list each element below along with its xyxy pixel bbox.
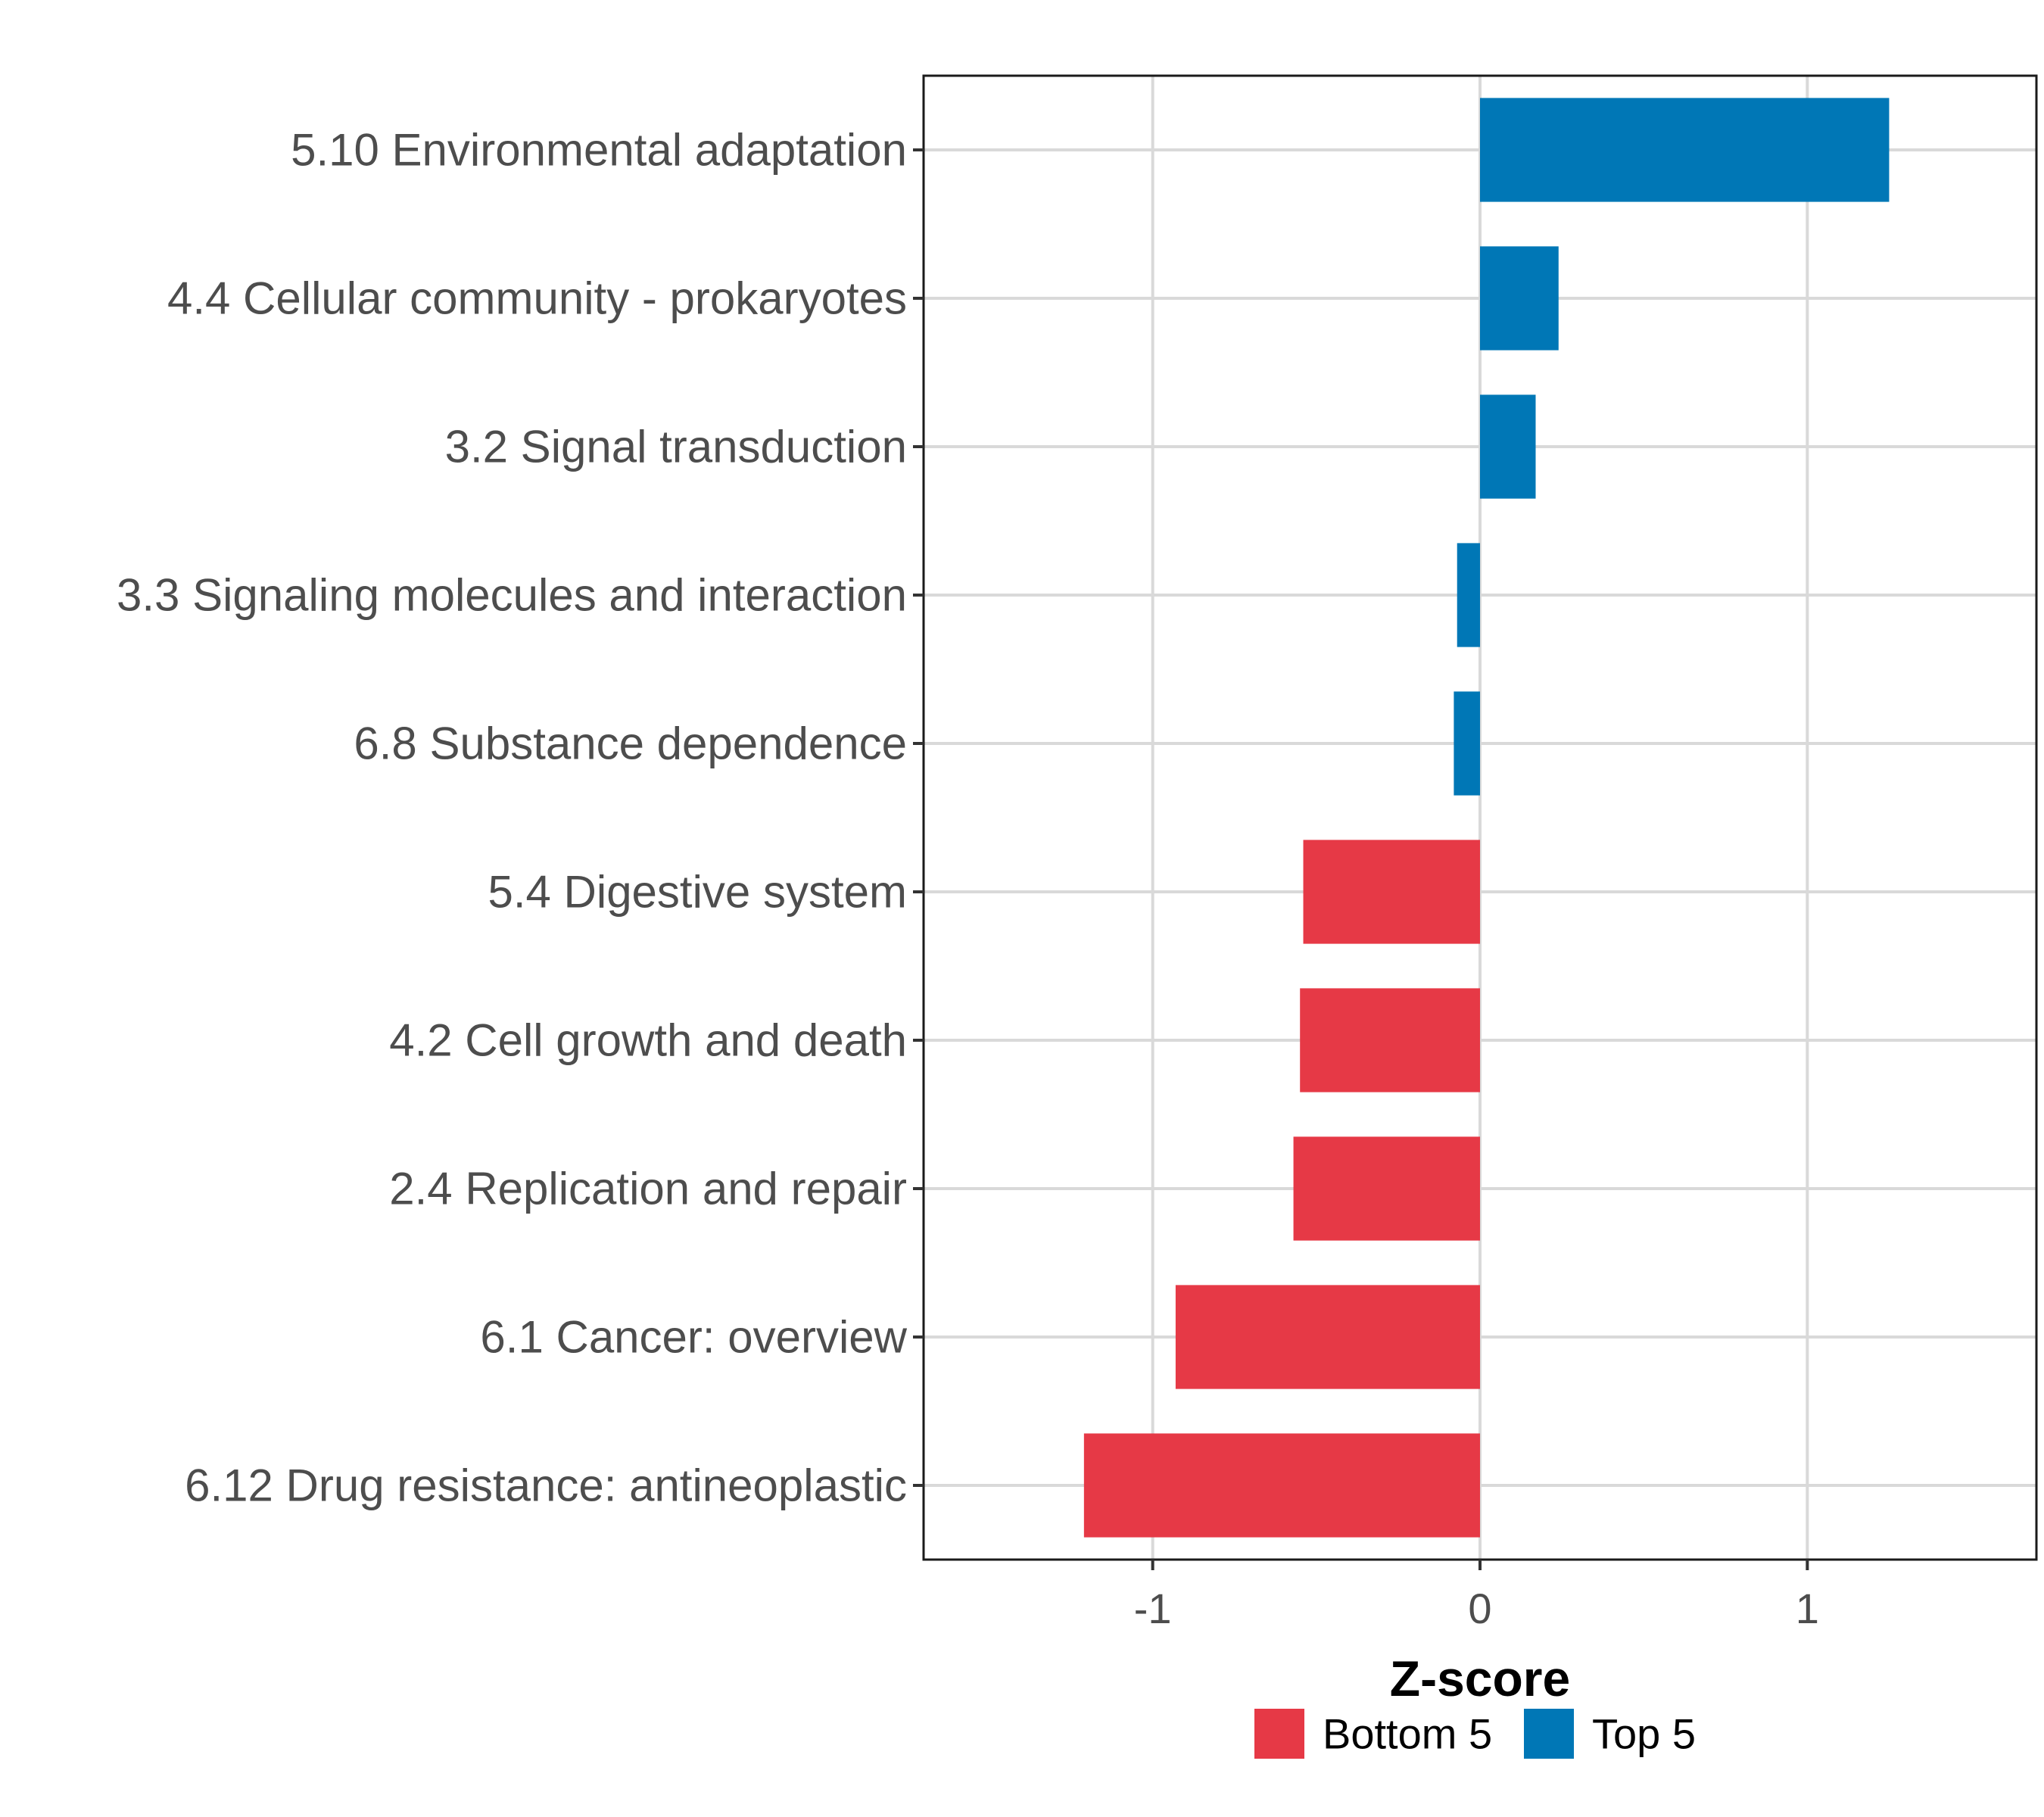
x-tick-label: 1	[1796, 1585, 1819, 1632]
y-tick-label: 5.4 Digestive system	[488, 867, 907, 918]
y-tick-label: 3.2 Signal transduction	[445, 422, 907, 472]
x-tick-label: -1	[1134, 1585, 1172, 1632]
y-tick-label: 6.12 Drug resistance: antineoplastic	[185, 1460, 907, 1511]
bar	[1293, 1136, 1480, 1241]
y-tick-label: 4.4 Cellular community - prokaryotes	[167, 273, 907, 324]
legend-key	[1524, 1709, 1574, 1759]
y-tick-label: 2.4 Replication and repair	[389, 1164, 907, 1214]
bar	[1480, 98, 1890, 202]
bars	[1083, 98, 1890, 1538]
y-tick-label: 3.3 Signaling molecules and interaction	[117, 570, 907, 621]
bar	[1454, 691, 1480, 796]
bar	[1083, 1433, 1480, 1538]
x-axis-title: Z-score	[1390, 1650, 1570, 1706]
legend-key	[1254, 1709, 1304, 1759]
y-tick-label: 6.1 Cancer: overview	[480, 1312, 907, 1363]
y-tick-label: 5.10 Environmental adaptation	[291, 125, 907, 176]
bar	[1303, 840, 1480, 944]
legend-label: Bottom 5	[1323, 1710, 1492, 1758]
y-axis: 5.10 Environmental adaptation 4.4 Cellula…	[117, 125, 924, 1511]
bar	[1300, 988, 1480, 1092]
legend-label: Top 5	[1592, 1710, 1696, 1758]
y-tick-label: 4.2 Cell growth and death	[389, 1015, 907, 1066]
y-tick-label: 6.8 Substance dependence	[354, 718, 907, 769]
x-tick-label: 0	[1468, 1585, 1491, 1632]
bar	[1175, 1285, 1480, 1389]
bar	[1480, 394, 1536, 499]
bar	[1480, 246, 1559, 351]
legend: Bottom 5 Top 5	[1254, 1709, 1696, 1759]
bar	[1457, 543, 1480, 647]
x-axis: -1 0 1	[1134, 1560, 1819, 1632]
